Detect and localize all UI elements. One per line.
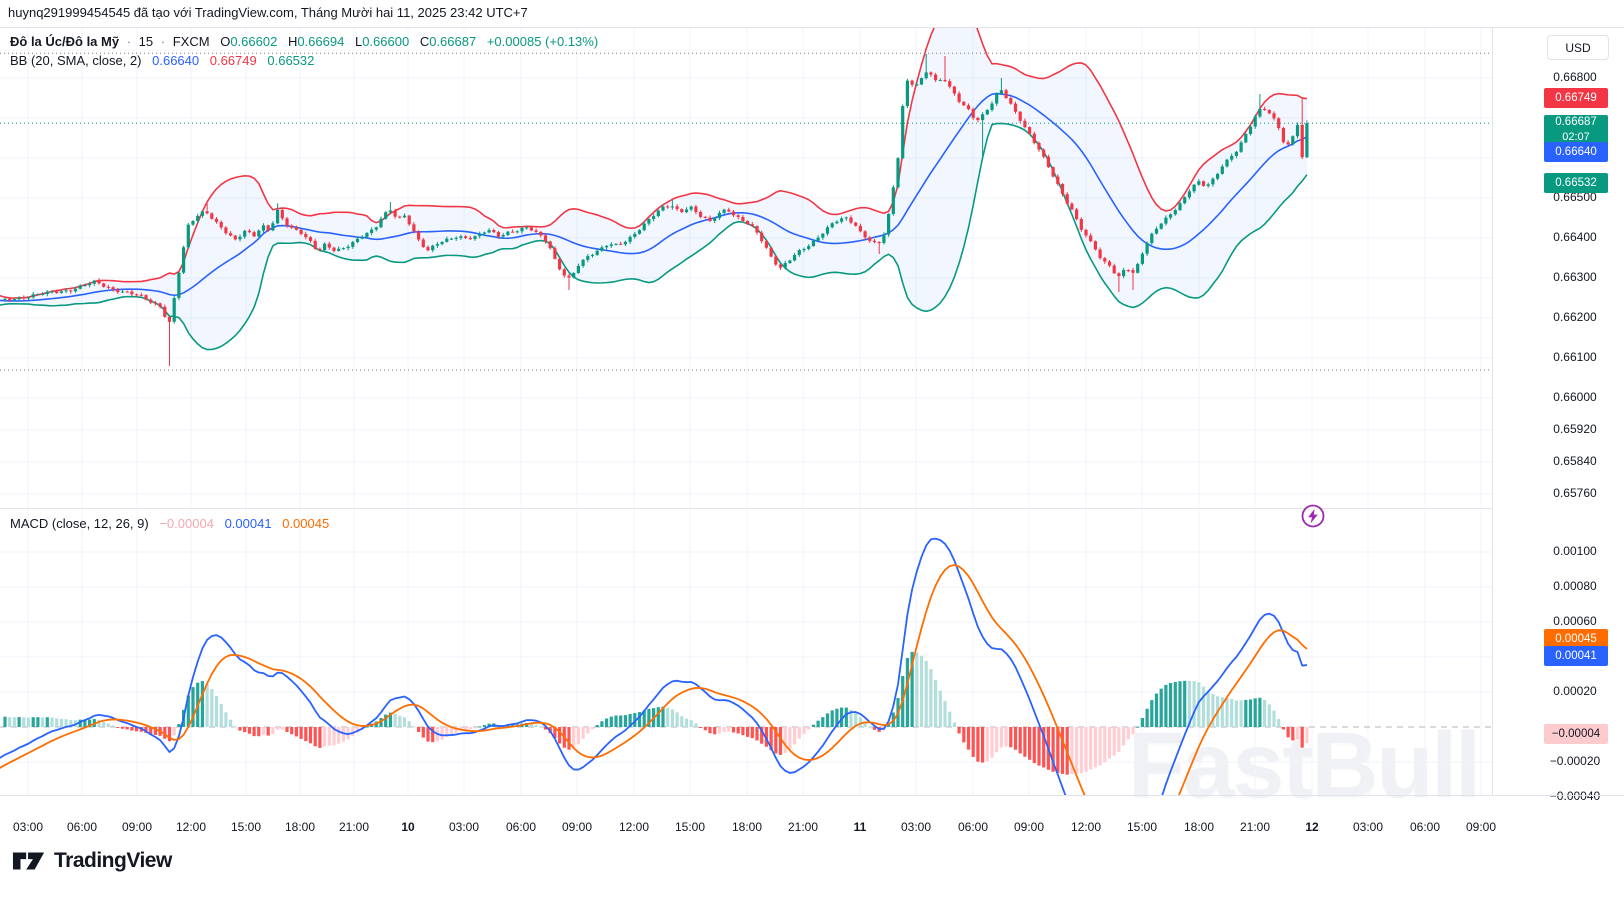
bb-indicator-title[interactable]: BB (20, SMA, close, 2) xyxy=(10,53,142,68)
boost-lightning-button[interactable] xyxy=(1300,503,1326,529)
time-axis-label: 06:00 xyxy=(505,820,537,834)
high-letter: H xyxy=(287,34,298,49)
open-letter: O xyxy=(220,34,231,49)
time-axis[interactable]: 03:00 06:00 09:00 12:00 15:00 18:00 21:00 10 03:… xyxy=(0,795,1522,843)
axis-price-badge: 0.66687 02:07 xyxy=(1544,115,1608,146)
macd-axis-label: −0.00020 xyxy=(1549,754,1601,768)
header-divider xyxy=(0,27,1624,28)
macd-axis-label: 0.00080 xyxy=(1553,579,1597,593)
macd-axis-label: −0.00040 xyxy=(1549,789,1601,803)
change-value: +0.00085 (+0.13%) xyxy=(486,34,599,49)
time-axis-label: 03:00 xyxy=(12,820,44,834)
countdown-timer: 02:07 xyxy=(1562,131,1590,144)
price-axis[interactable]: 0.66800 0.66500 0.66400 0.66300 0.66200 0.661… xyxy=(1510,0,1624,795)
symbol-title[interactable]: Đô la Úc/Đô la Mỹ xyxy=(10,34,120,49)
time-axis-label: 18:00 xyxy=(1183,820,1215,834)
macd-axis[interactable]: 0.00100 0.00080 0.00060 0.00020 −0.00020 −0.0… xyxy=(1510,0,1624,803)
axis-price-badge: −0.00004 xyxy=(1544,724,1608,744)
currency-usd-button[interactable]: USD xyxy=(1547,35,1609,60)
bb-upper-value: 0.66749 xyxy=(209,53,257,68)
time-axis-label: 10 xyxy=(401,820,415,834)
price-axis-label: 0.66800 xyxy=(1553,70,1597,84)
price-pane-canvas[interactable] xyxy=(0,28,1492,508)
time-axis-label: 06:00 xyxy=(66,820,98,834)
time-axis-label: 18:00 xyxy=(284,820,316,834)
price-axis-border xyxy=(1492,27,1493,795)
time-axis-border xyxy=(0,795,1624,796)
macd-axis-label: 0.00100 xyxy=(1553,544,1597,558)
time-axis-label: 15:00 xyxy=(674,820,706,834)
price-axis-label: 0.66300 xyxy=(1553,270,1597,284)
time-axis-label: 15:00 xyxy=(1126,820,1158,834)
time-axis-label: 12 xyxy=(1305,820,1319,834)
low-value: 0.66600 xyxy=(362,34,410,49)
time-axis-label: 09:00 xyxy=(561,820,593,834)
price-axis-label: 0.66100 xyxy=(1553,350,1597,364)
macd-signal-value: 0.00045 xyxy=(282,516,330,531)
time-axis-label: 21:00 xyxy=(1239,820,1271,834)
time-axis-label: 12:00 xyxy=(1070,820,1102,834)
price-axis-label: 0.65840 xyxy=(1553,454,1597,468)
macd-line-value: 0.00041 xyxy=(224,516,272,531)
price-axis-label: 0.66000 xyxy=(1553,390,1597,404)
price-axis-label: 0.66200 xyxy=(1553,310,1597,324)
macd-hist-value: −0.00004 xyxy=(159,516,214,531)
bb-basis-value: 0.66640 xyxy=(152,53,200,68)
time-axis-label: 12:00 xyxy=(175,820,207,834)
time-axis-label: 21:00 xyxy=(787,820,819,834)
bb-lower-value: 0.66532 xyxy=(267,53,315,68)
axis-price-badge: 0.66532 xyxy=(1544,173,1608,194)
axis-price-badge: 0.00045 xyxy=(1544,629,1608,650)
price-axis-label: 0.65760 xyxy=(1553,486,1597,500)
time-axis-label: 09:00 xyxy=(1013,820,1045,834)
time-axis-label: 06:00 xyxy=(957,820,989,834)
macd-indicator-title[interactable]: MACD (close, 12, 26, 9) xyxy=(10,516,149,531)
exchange-label[interactable]: FXCM xyxy=(172,34,210,49)
attribution-text: huynq291999454545 đã tạo với TradingView… xyxy=(8,5,528,20)
axis-price-badge: 0.00041 xyxy=(1544,646,1608,667)
interval-label[interactable]: 15 xyxy=(138,34,154,49)
lightning-icon xyxy=(1301,504,1325,528)
symbol-legend: Đô la Úc/Đô la Mỹ · 15 · FXCM O0.66602 H… xyxy=(10,34,599,49)
pane-divider[interactable] xyxy=(0,508,1492,509)
time-axis-label: 11 xyxy=(853,820,867,834)
tradingview-footer-link[interactable]: TradingView xyxy=(12,843,172,879)
time-axis-label: 09:00 xyxy=(1465,820,1497,834)
time-axis-label: 12:00 xyxy=(618,820,650,834)
time-axis-label: 18:00 xyxy=(731,820,763,834)
time-axis-label: 03:00 xyxy=(900,820,932,834)
tradingview-logo-text: TradingView xyxy=(54,849,172,872)
time-axis-label: 03:00 xyxy=(1352,820,1384,834)
close-value: 0.66687 xyxy=(429,34,477,49)
time-axis-label: 06:00 xyxy=(1409,820,1441,834)
price-axis-label: 0.65920 xyxy=(1553,422,1597,436)
high-value: 0.66694 xyxy=(297,34,345,49)
open-value: 0.66602 xyxy=(230,34,278,49)
close-letter: C xyxy=(419,34,430,49)
time-axis-label: 09:00 xyxy=(121,820,153,834)
time-axis-label: 15:00 xyxy=(230,820,262,834)
macd-axis-label: 0.00020 xyxy=(1553,684,1597,698)
price-axis-label: 0.66500 xyxy=(1553,190,1597,204)
axis-price-badge: 0.66640 xyxy=(1544,142,1608,162)
macd-legend: MACD (close, 12, 26, 9) −0.00004 0.00041… xyxy=(10,516,329,531)
macd-axis-label: 0.00060 xyxy=(1553,614,1597,628)
time-axis-label: 03:00 xyxy=(448,820,480,834)
bb-legend: BB (20, SMA, close, 2) 0.66640 0.66749 0… xyxy=(10,53,314,68)
price-axis-label: 0.66400 xyxy=(1553,230,1597,244)
tradingview-logo-icon xyxy=(12,852,45,870)
time-axis-label: 21:00 xyxy=(338,820,370,834)
axis-price-badge: 0.66749 xyxy=(1544,88,1608,109)
